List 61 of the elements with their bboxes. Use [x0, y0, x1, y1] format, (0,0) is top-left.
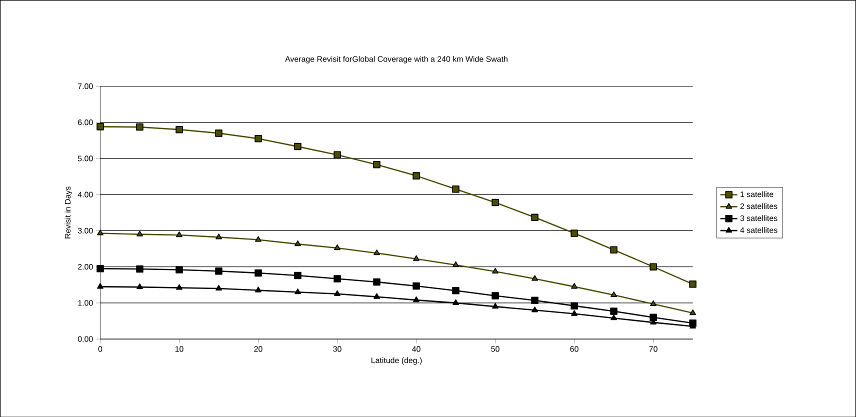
point	[176, 284, 182, 290]
point	[650, 263, 657, 270]
point	[334, 274, 341, 282]
point	[571, 282, 578, 289]
point	[294, 288, 301, 294]
point	[413, 255, 420, 261]
point	[374, 293, 380, 299]
point	[96, 122, 104, 130]
point	[374, 249, 380, 255]
point	[97, 282, 104, 289]
point	[334, 290, 340, 296]
point	[610, 246, 618, 254]
point	[96, 264, 104, 272]
point	[373, 160, 380, 168]
point	[570, 302, 578, 310]
point	[136, 123, 144, 131]
point	[176, 266, 183, 274]
point	[412, 172, 420, 180]
point	[176, 126, 183, 134]
point	[492, 268, 498, 274]
point	[610, 314, 618, 320]
point	[334, 244, 340, 250]
point	[254, 269, 262, 276]
point	[650, 314, 657, 321]
point	[215, 267, 222, 275]
point	[294, 142, 302, 150]
point	[136, 283, 143, 289]
point	[452, 261, 459, 267]
point	[610, 291, 618, 297]
point	[216, 284, 222, 290]
point	[571, 310, 578, 316]
point	[136, 265, 144, 272]
point	[492, 292, 499, 300]
point	[689, 280, 696, 288]
point	[610, 307, 618, 315]
point	[531, 296, 538, 304]
point	[531, 214, 538, 221]
point	[532, 274, 538, 281]
point	[216, 233, 222, 240]
point	[570, 229, 578, 237]
point	[452, 286, 460, 294]
point	[254, 134, 262, 142]
point	[255, 236, 262, 242]
point	[452, 299, 459, 305]
point	[97, 229, 104, 236]
point	[373, 278, 380, 286]
point	[255, 286, 262, 292]
point	[413, 296, 420, 302]
point	[452, 185, 460, 193]
point	[294, 272, 302, 279]
point	[334, 151, 341, 158]
point	[215, 129, 222, 137]
point	[650, 300, 657, 306]
point	[294, 240, 301, 246]
point	[492, 198, 499, 206]
point	[690, 309, 696, 315]
point	[492, 302, 498, 308]
point	[532, 306, 538, 312]
point	[412, 282, 420, 290]
point	[136, 230, 143, 236]
point	[176, 231, 182, 237]
